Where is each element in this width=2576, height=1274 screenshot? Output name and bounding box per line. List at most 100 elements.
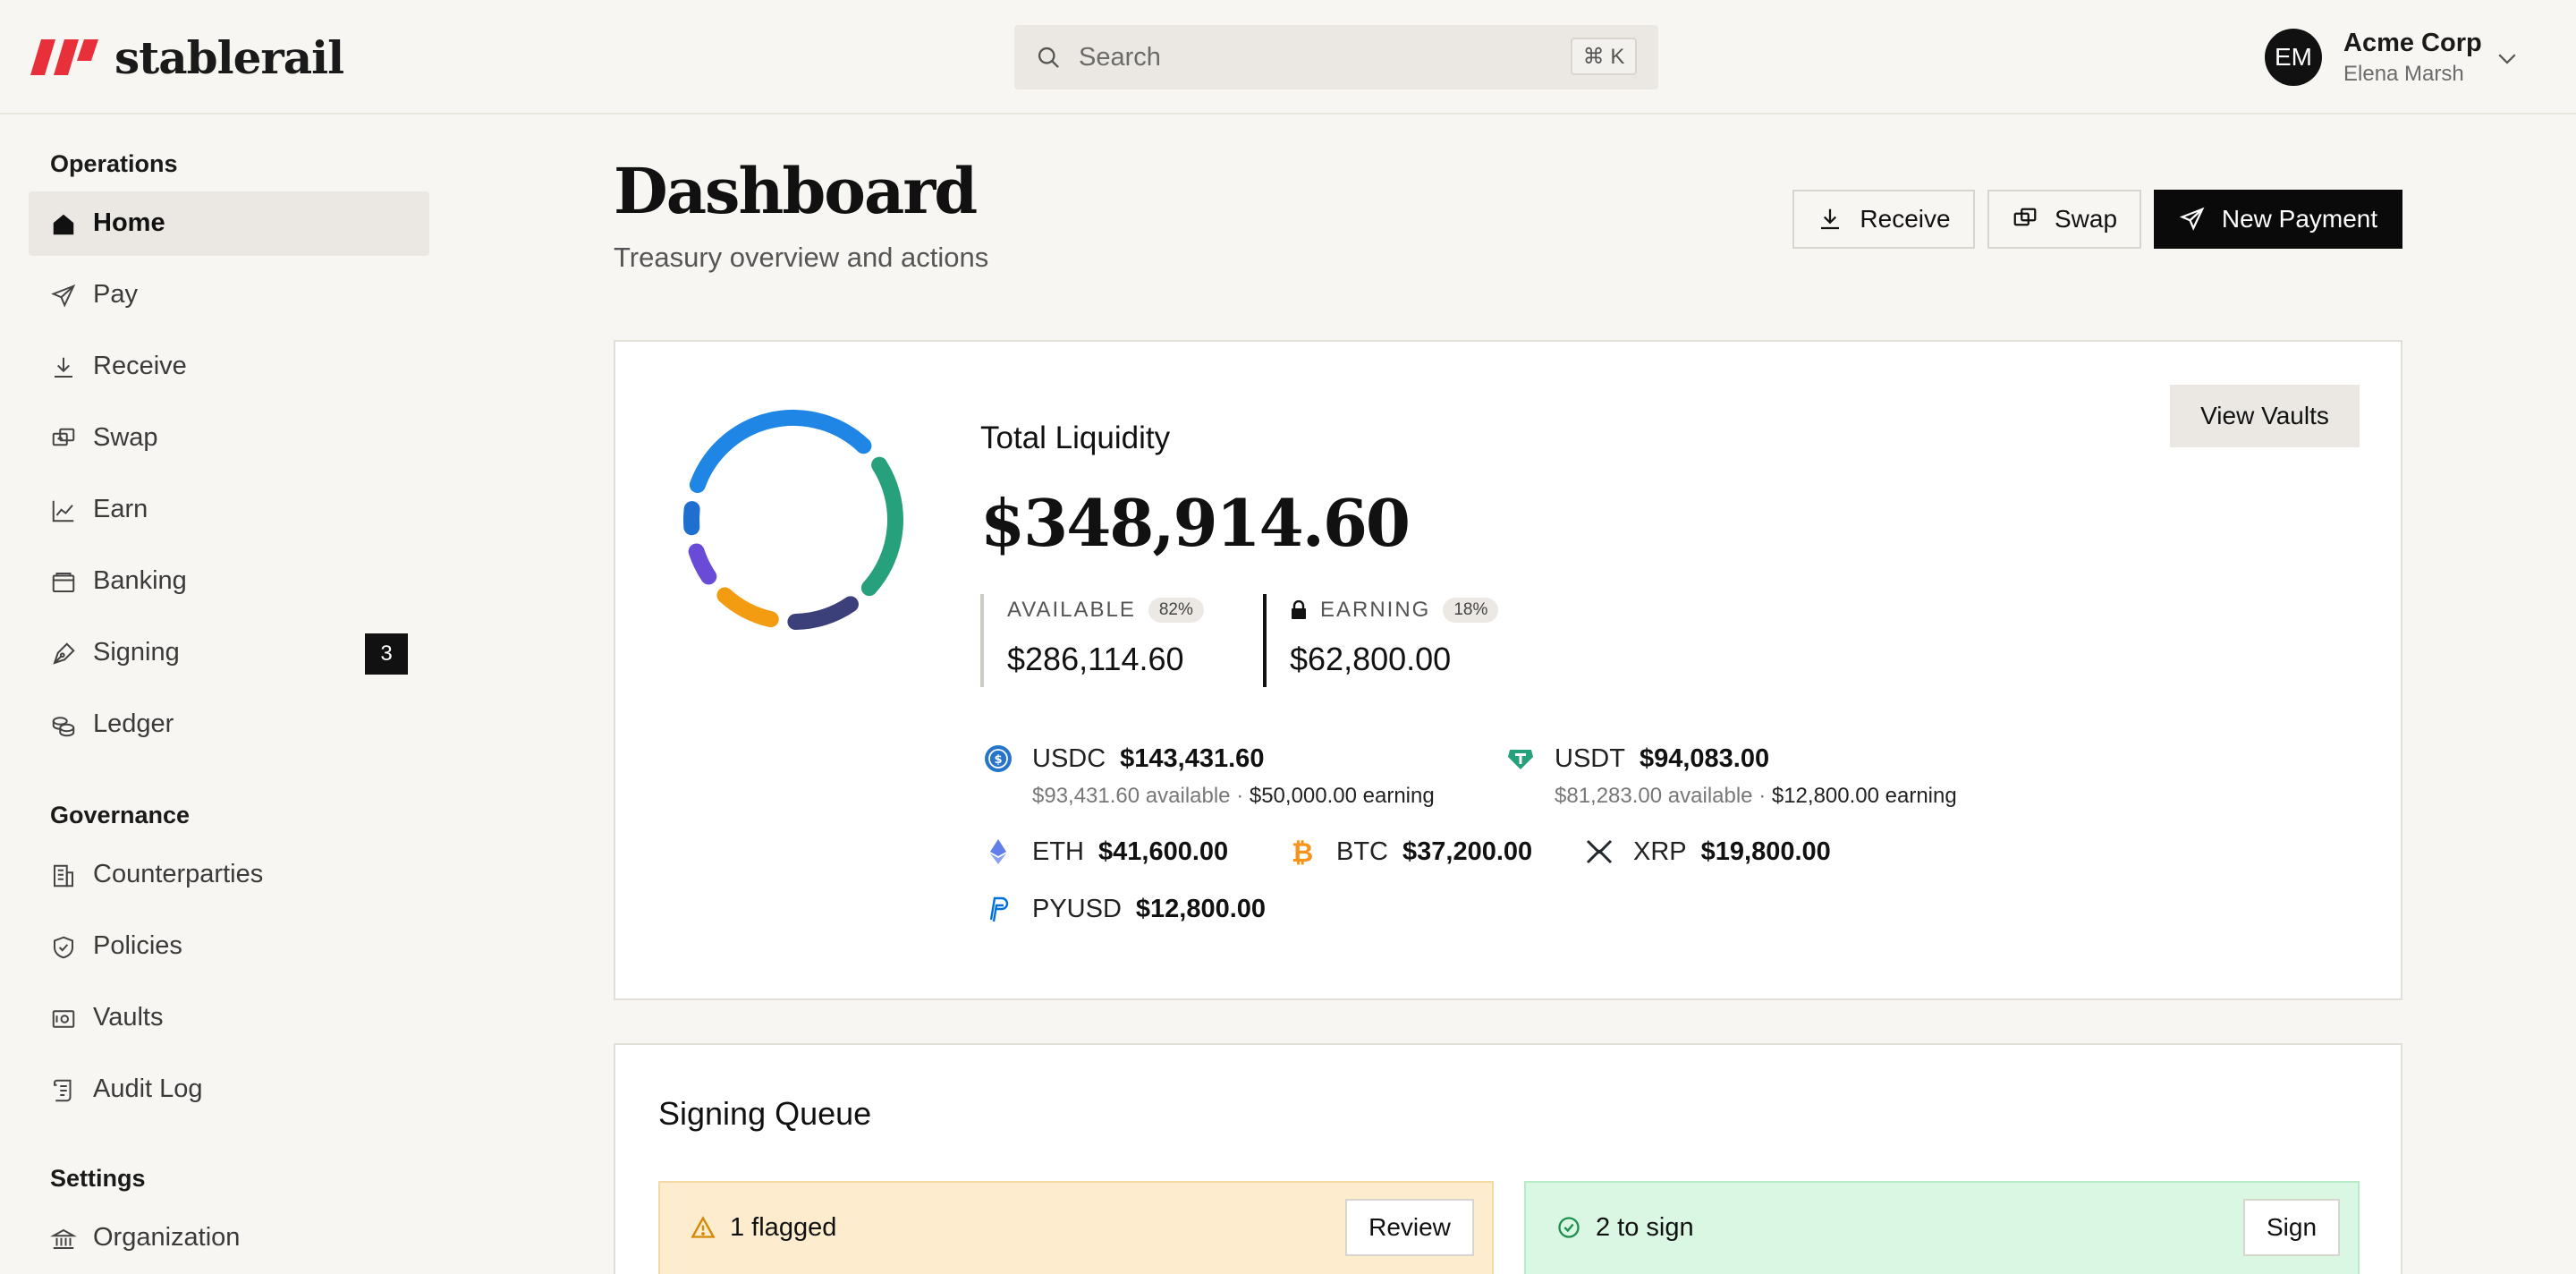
available-summary: AVAILABLE 82% $286,114.60	[980, 594, 1204, 687]
sidebar-item-label: Banking	[93, 566, 187, 595]
svg-text:$: $	[994, 753, 1002, 767]
review-button[interactable]: Review	[1345, 1199, 1474, 1256]
earning-summary: EARNING 18% $62,800.00	[1263, 594, 1499, 687]
search-shortcut: ⌘ K	[1571, 38, 1637, 75]
asset-btc[interactable]: ₿ BTC $37,200.00	[1288, 834, 1532, 870]
bank-icon	[50, 1228, 77, 1249]
coins-icon	[52, 717, 75, 737]
account-menu[interactable]: EM Acme Corp Elena Marsh	[2265, 25, 2516, 89]
receive-button-label: Receive	[1860, 205, 1951, 233]
sidebar-item-policies[interactable]: Policies	[29, 914, 429, 979]
earning-label: EARNING	[1320, 598, 1431, 622]
view-vaults-button[interactable]: View Vaults	[2170, 385, 2360, 447]
section-heading-governance: Governance	[50, 802, 191, 828]
receive-button[interactable]: Receive	[1792, 190, 1975, 249]
search-placeholder: Search	[1079, 43, 1161, 72]
earning-value: $62,800.00	[1290, 641, 1452, 677]
sidebar-item-pay[interactable]: Pay	[29, 263, 429, 327]
sidebar: Operations Home Pay Receive Swap Earn Ba…	[0, 116, 447, 1274]
sidebar-item-label: Policies	[93, 931, 182, 960]
flagged-queue-box: 1 flagged Review	[658, 1181, 1494, 1274]
sidebar-item-receive[interactable]: Receive	[29, 335, 429, 399]
available-value: $286,114.60	[1007, 641, 1184, 677]
sidebar-item-ledger[interactable]: Ledger	[29, 692, 429, 757]
to-sign-count: 2 to sign	[1596, 1213, 1694, 1242]
brand-name: stablerail	[114, 30, 344, 84]
asset-earning: $12,800.00 earning	[1771, 784, 1957, 808]
donut-segment-btc	[716, 587, 779, 628]
download-icon	[55, 357, 72, 378]
top-bar: stablerail Search ⌘ K EM Acme Corp Elena…	[0, 0, 2576, 115]
flagged-count: 1 flagged	[730, 1213, 837, 1242]
sidebar-item-label: Audit Log	[93, 1074, 203, 1103]
home-icon	[53, 214, 74, 235]
warning-icon	[691, 1216, 716, 1238]
asset-xrp[interactable]: XRP $19,800.00	[1585, 834, 1831, 870]
donut-segment-usdc	[689, 410, 872, 494]
building-icon	[54, 864, 73, 888]
asset-amount: $19,800.00	[1700, 837, 1831, 866]
download-icon	[1821, 208, 1840, 230]
swap-button[interactable]: Swap	[1987, 190, 2141, 249]
page-subtitle: Treasury overview and actions	[614, 242, 989, 273]
section-heading-settings: Settings	[50, 1165, 146, 1192]
org-name: Acme Corp	[2343, 28, 2482, 57]
liquidity-card: Total Liquidity $348,914.60 AVAILABLE 82…	[614, 340, 2402, 1000]
asset-symbol: USDC	[1032, 743, 1106, 773]
sidebar-item-counterparties[interactable]: Counterparties	[29, 843, 429, 907]
signing-count-badge: 3	[365, 633, 408, 675]
available-percent-badge: 82%	[1148, 598, 1204, 623]
sidebar-item-banking[interactable]: Banking	[29, 549, 429, 614]
sidebar-item-earn[interactable]: Earn	[29, 478, 429, 542]
asset-usdt[interactable]: USDT $94,083.00	[1506, 741, 1769, 777]
swap-icon	[52, 428, 75, 446]
swap-icon	[2013, 208, 2037, 226]
asset-usdc[interactable]: $ USDC $143,431.60	[984, 741, 1264, 777]
sign-button[interactable]: Sign	[2243, 1199, 2340, 1256]
asset-amount: $143,431.60	[1120, 743, 1265, 773]
asset-eth[interactable]: ETH $41,600.00	[984, 834, 1228, 870]
donut-segment-usdt	[860, 456, 903, 597]
asset-symbol: PYUSD	[1032, 894, 1122, 923]
total-liquidity-label: Total Liquidity	[980, 420, 1171, 455]
chevron-down-icon[interactable]	[2494, 45, 2521, 72]
btc-icon: ₿	[1292, 837, 1313, 866]
usdt-icon	[1508, 750, 1533, 769]
sidebar-item-label: Signing	[93, 638, 180, 667]
avatar: EM	[2265, 29, 2322, 86]
sidebar-item-home[interactable]: Home	[29, 191, 429, 256]
earning-percent-badge: 18%	[1443, 598, 1499, 623]
shield-icon	[54, 936, 73, 959]
search-bar[interactable]: Search ⌘ K	[1014, 25, 1658, 89]
asset-available: $93,431.60 available	[1032, 784, 1231, 808]
total-liquidity-value: $348,914.60	[980, 485, 1411, 561]
chart-icon	[52, 500, 74, 522]
swap-button-label: Swap	[2054, 205, 2118, 233]
sidebar-item-swap[interactable]: Swap	[29, 406, 429, 471]
asset-symbol: ETH	[1032, 837, 1084, 866]
brand-logo[interactable]: stablerail	[29, 30, 344, 84]
asset-usdt-detail: $81,283.00 available · $12,800.00 earnin…	[1555, 784, 1957, 808]
asset-pyusd[interactable]: PYUSD $12,800.00	[984, 891, 1266, 927]
stablerail-logo-icon	[30, 39, 98, 75]
sidebar-item-vaults[interactable]: Vaults	[29, 986, 429, 1050]
sidebar-item-label: Vaults	[93, 1003, 164, 1032]
send-icon	[2179, 207, 2205, 231]
section-heading-operations: Operations	[50, 150, 178, 177]
sidebar-item-label: Earn	[93, 495, 148, 523]
signing-queue-card: Signing Queue 1 flagged Review 2 to sign…	[614, 1043, 2402, 1274]
sidebar-item-label: Receive	[93, 352, 187, 380]
sidebar-item-organization[interactable]: Organization	[29, 1206, 429, 1270]
sidebar-item-audit-log[interactable]: Audit Log	[29, 1057, 429, 1122]
wallet-icon	[52, 573, 75, 592]
pen-icon	[53, 642, 75, 665]
asset-symbol: XRP	[1633, 837, 1687, 866]
asset-usdc-detail: $93,431.60 available · $50,000.00 earnin…	[1032, 784, 1435, 808]
asset-symbol: BTC	[1336, 837, 1388, 866]
new-payment-button[interactable]: New Payment	[2154, 190, 2402, 249]
asset-amount: $94,083.00	[1639, 743, 1770, 773]
asset-symbol: USDT	[1555, 743, 1625, 773]
sidebar-item-signing[interactable]: Signing 3	[29, 621, 429, 685]
sidebar-item-label: Home	[93, 208, 165, 237]
new-payment-button-label: New Payment	[2221, 205, 2378, 233]
